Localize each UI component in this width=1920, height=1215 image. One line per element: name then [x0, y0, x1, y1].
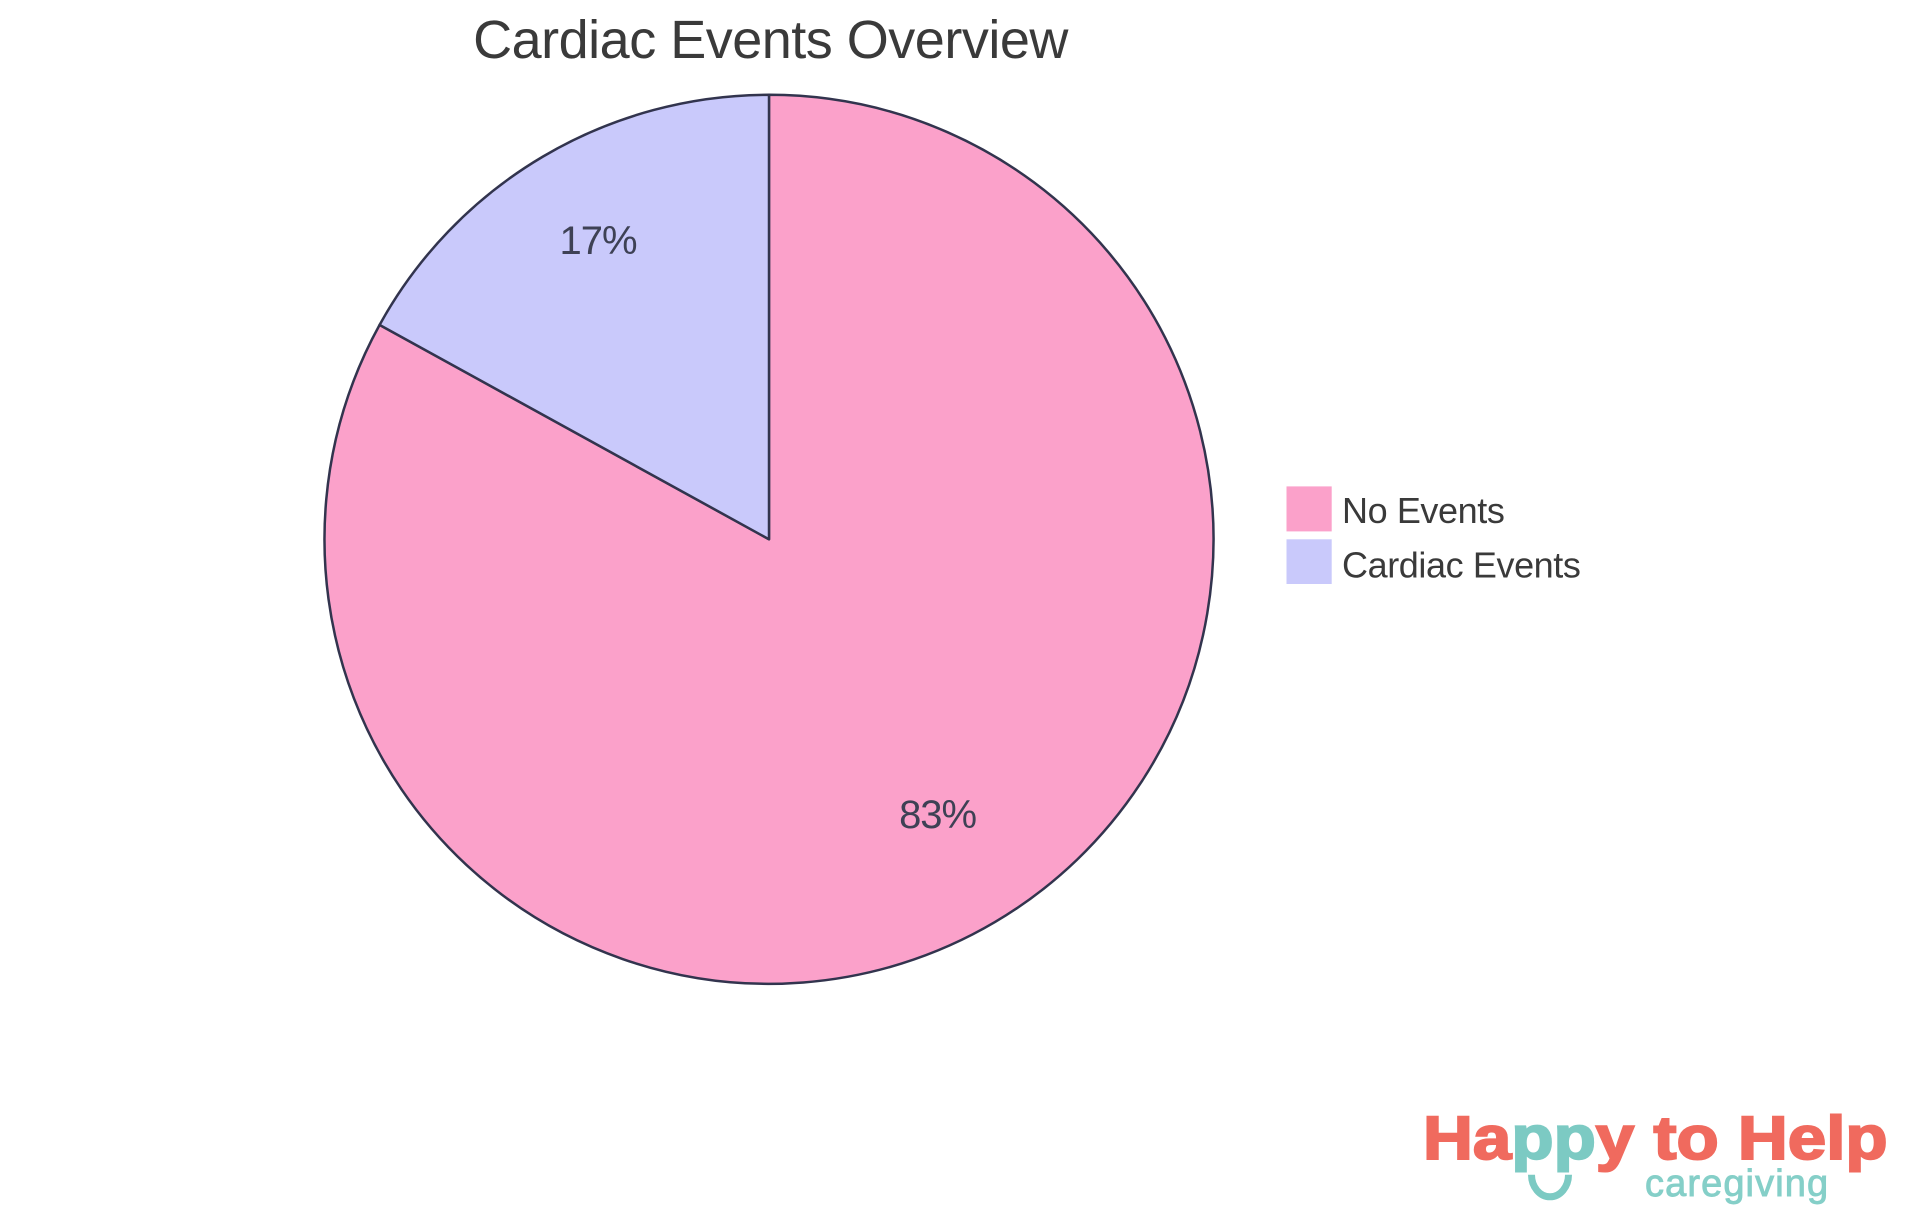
svg-text:Cardiac Events: Cardiac Events [1342, 545, 1581, 586]
svg-text:83%: 83% [899, 793, 976, 837]
svg-text:No Events: No Events [1342, 490, 1504, 531]
svg-text:17%: 17% [559, 219, 636, 263]
